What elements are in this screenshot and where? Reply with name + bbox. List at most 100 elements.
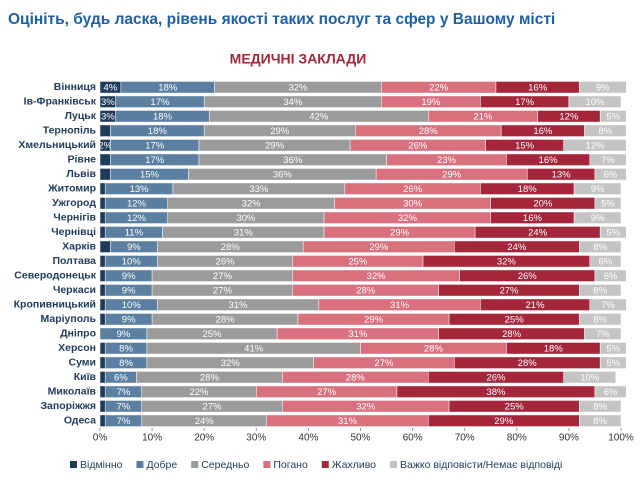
chart-subtitle: МЕДИЧНІ ЗАКЛАДИ — [230, 51, 367, 67]
data-label: 32% — [367, 271, 387, 282]
data-label: 2% — [98, 140, 112, 151]
y-tick-label: Ужгород — [52, 197, 96, 209]
bar-segment — [99, 153, 111, 166]
data-label: 27% — [213, 271, 233, 282]
x-tick-label: 0% — [93, 433, 108, 444]
data-label: 8% — [119, 358, 133, 369]
x-tick-label: 100% — [608, 433, 634, 444]
data-label: 8% — [593, 285, 607, 296]
data-label: 32% — [288, 82, 308, 93]
y-tick-label: Черкаси — [53, 284, 96, 296]
data-label: 28% — [200, 372, 220, 383]
data-label: 28% — [518, 358, 538, 369]
data-label: 27% — [317, 387, 337, 398]
data-label: 24% — [507, 242, 527, 253]
data-label: 7% — [117, 401, 131, 412]
data-label: 17% — [150, 97, 170, 108]
data-label: 29% — [390, 227, 410, 238]
y-tick-label: Київ — [74, 371, 97, 383]
y-tick-label: Рівне — [67, 154, 96, 166]
data-label: 24% — [195, 416, 215, 427]
data-label: 6% — [604, 169, 618, 180]
bar-segment — [99, 168, 111, 181]
data-label: 28% — [346, 372, 366, 383]
data-label: 29% — [442, 169, 462, 180]
data-label: 16% — [523, 213, 543, 224]
data-label: 24% — [528, 227, 548, 238]
data-label: 23% — [437, 155, 457, 166]
y-tick-label: Чернівці — [51, 226, 96, 238]
data-label: 13% — [130, 184, 150, 195]
y-tick-label: Вінниця — [54, 81, 96, 93]
legend-swatch — [390, 461, 397, 468]
bar-segment — [99, 298, 106, 311]
legend-label: Добре — [146, 459, 177, 471]
data-label: 6% — [604, 387, 618, 398]
x-tick-label: 20% — [194, 433, 214, 444]
y-tick-label: Тернопіль — [43, 125, 97, 137]
data-label: 31% — [338, 416, 358, 427]
legend-swatch — [191, 461, 199, 468]
x-tick-label: 50% — [350, 433, 370, 444]
bar-segment — [599, 226, 627, 239]
data-label: 9% — [122, 285, 136, 296]
data-label: 9% — [596, 82, 610, 93]
bar-segment — [573, 211, 622, 224]
data-label: 7% — [117, 416, 131, 427]
data-label: 6% — [114, 372, 128, 383]
data-label: 26% — [216, 256, 236, 267]
x-tick-label: 80% — [507, 433, 527, 444]
chart-title: Оцініть, будь ласка, рівень якості таких… — [8, 11, 555, 28]
data-label: 29% — [270, 126, 290, 137]
bar-segment — [579, 284, 622, 297]
data-label: 28% — [502, 329, 522, 340]
y-tick-label: Житомир — [47, 183, 96, 195]
y-tick-label: Северодонецьк — [14, 270, 96, 282]
data-label: 5% — [606, 227, 620, 238]
data-label: 13% — [552, 169, 572, 180]
data-label: 8% — [593, 416, 607, 427]
bar-segment — [99, 414, 106, 427]
bar-segment — [99, 240, 111, 253]
data-label: 20% — [533, 198, 553, 209]
bar-segment — [579, 400, 622, 413]
bar-segment — [99, 211, 106, 224]
bar-segment — [99, 356, 106, 369]
data-label: 7% — [601, 155, 615, 166]
data-label: 9% — [591, 184, 605, 195]
bar-segment — [99, 342, 106, 355]
data-label: 27% — [213, 285, 233, 296]
data-label: 29% — [369, 242, 389, 253]
legend-label: Погано — [273, 459, 308, 471]
x-tick-label: 70% — [455, 433, 475, 444]
x-tick-label: 30% — [246, 433, 266, 444]
data-label: 38% — [486, 387, 506, 398]
data-label: 31% — [390, 300, 410, 311]
y-tick-label: Маріуполь — [40, 313, 96, 325]
x-tick-label: 60% — [403, 433, 423, 444]
legend-label: Жахливо — [332, 459, 376, 471]
bar-segment — [99, 371, 106, 384]
data-label: 17% — [145, 155, 165, 166]
data-label: 8% — [599, 126, 613, 137]
data-label: 22% — [429, 82, 449, 93]
data-label: 17% — [515, 97, 535, 108]
x-tick-label: 40% — [298, 433, 318, 444]
bar-segment — [99, 255, 106, 268]
data-label: 31% — [234, 227, 254, 238]
bar-segment — [599, 110, 627, 123]
y-tick-label: Хмельницький — [18, 139, 96, 151]
bar-segment — [563, 371, 617, 384]
data-label: 26% — [518, 271, 538, 282]
data-label: 28% — [216, 314, 236, 325]
data-label: 6% — [604, 271, 618, 282]
data-label: 9% — [127, 242, 141, 253]
data-label: 11% — [125, 227, 144, 238]
data-label: 31% — [229, 300, 249, 311]
bar-segment — [99, 313, 106, 326]
data-label: 34% — [283, 97, 303, 108]
x-tick-label: 90% — [559, 433, 579, 444]
data-label: 27% — [499, 285, 519, 296]
bar-segment — [589, 298, 627, 311]
